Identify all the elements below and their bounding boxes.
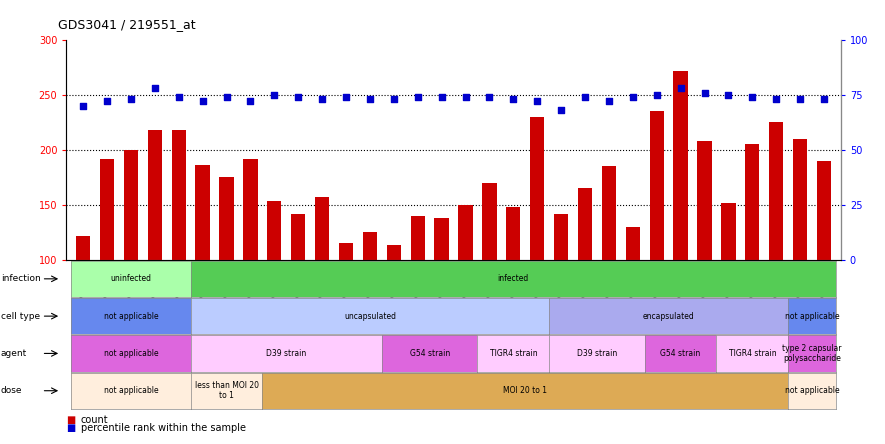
Point: [793, 96, 807, 103]
Bar: [602, 166, 616, 260]
Bar: [76, 236, 90, 260]
Text: not applicable: not applicable: [104, 386, 158, 395]
Point: [315, 96, 329, 103]
Bar: [339, 243, 353, 260]
Bar: [219, 177, 234, 260]
Bar: [506, 207, 520, 260]
Point: [172, 94, 186, 101]
Point: [458, 94, 473, 101]
Text: dose: dose: [1, 386, 22, 395]
Bar: [769, 123, 783, 260]
Text: percentile rank within the sample: percentile rank within the sample: [81, 423, 245, 432]
Bar: [578, 188, 592, 260]
Text: G54 strain: G54 strain: [660, 349, 701, 358]
Point: [435, 94, 449, 101]
Point: [387, 96, 401, 103]
Bar: [793, 139, 807, 260]
Point: [506, 96, 520, 103]
Text: not applicable: not applicable: [104, 349, 158, 358]
Point: [219, 94, 234, 101]
Text: agent: agent: [1, 349, 27, 358]
Point: [673, 85, 688, 92]
Bar: [650, 111, 664, 260]
Point: [196, 98, 210, 105]
Bar: [626, 227, 640, 260]
Bar: [435, 218, 449, 260]
Text: less than MOI 20
to 1: less than MOI 20 to 1: [195, 381, 258, 400]
Bar: [482, 183, 496, 260]
Point: [243, 98, 258, 105]
Text: not applicable: not applicable: [785, 386, 839, 395]
Text: ■: ■: [66, 415, 75, 425]
Text: not applicable: not applicable: [785, 312, 839, 321]
Bar: [697, 141, 712, 260]
Point: [697, 89, 712, 96]
Bar: [673, 71, 688, 260]
Point: [482, 94, 496, 101]
Bar: [458, 205, 473, 260]
Point: [291, 94, 305, 101]
Bar: [267, 202, 281, 260]
Text: cell type: cell type: [1, 312, 40, 321]
Bar: [172, 130, 186, 260]
Bar: [363, 232, 377, 260]
Point: [745, 94, 759, 101]
Text: GDS3041 / 219551_at: GDS3041 / 219551_at: [58, 18, 196, 31]
Point: [148, 85, 162, 92]
Point: [100, 98, 114, 105]
Bar: [387, 246, 401, 260]
Bar: [530, 117, 544, 260]
Text: infected: infected: [497, 274, 529, 283]
Point: [554, 107, 568, 114]
Text: uninfected: uninfected: [111, 274, 151, 283]
Text: type 2 capsular
polysaccharide: type 2 capsular polysaccharide: [782, 344, 842, 363]
Point: [769, 96, 783, 103]
Text: TIGR4 strain: TIGR4 strain: [728, 349, 776, 358]
Point: [602, 98, 616, 105]
Bar: [721, 202, 735, 260]
Point: [363, 96, 377, 103]
Text: count: count: [81, 415, 108, 425]
Bar: [148, 130, 162, 260]
Text: encapsulated: encapsulated: [643, 312, 695, 321]
Point: [76, 103, 90, 110]
Bar: [745, 144, 759, 260]
Text: D39 strain: D39 strain: [266, 349, 306, 358]
Point: [578, 94, 592, 101]
Text: infection: infection: [1, 274, 41, 283]
Point: [124, 96, 138, 103]
Point: [721, 91, 735, 99]
Point: [626, 94, 640, 101]
Point: [650, 91, 664, 99]
Text: ■: ■: [66, 423, 75, 432]
Bar: [554, 214, 568, 260]
Point: [817, 96, 831, 103]
Point: [339, 94, 353, 101]
Text: not applicable: not applicable: [104, 312, 158, 321]
Bar: [243, 159, 258, 260]
Bar: [291, 214, 305, 260]
Text: G54 strain: G54 strain: [410, 349, 450, 358]
Bar: [411, 216, 425, 260]
Text: TIGR4 strain: TIGR4 strain: [489, 349, 537, 358]
Bar: [100, 159, 114, 260]
Point: [530, 98, 544, 105]
Bar: [124, 150, 138, 260]
Point: [411, 94, 425, 101]
Bar: [315, 197, 329, 260]
Point: [267, 91, 281, 99]
Bar: [817, 161, 831, 260]
Text: uncapsulated: uncapsulated: [344, 312, 396, 321]
Text: D39 strain: D39 strain: [577, 349, 617, 358]
Bar: [196, 165, 210, 260]
Text: MOI 20 to 1: MOI 20 to 1: [504, 386, 547, 395]
